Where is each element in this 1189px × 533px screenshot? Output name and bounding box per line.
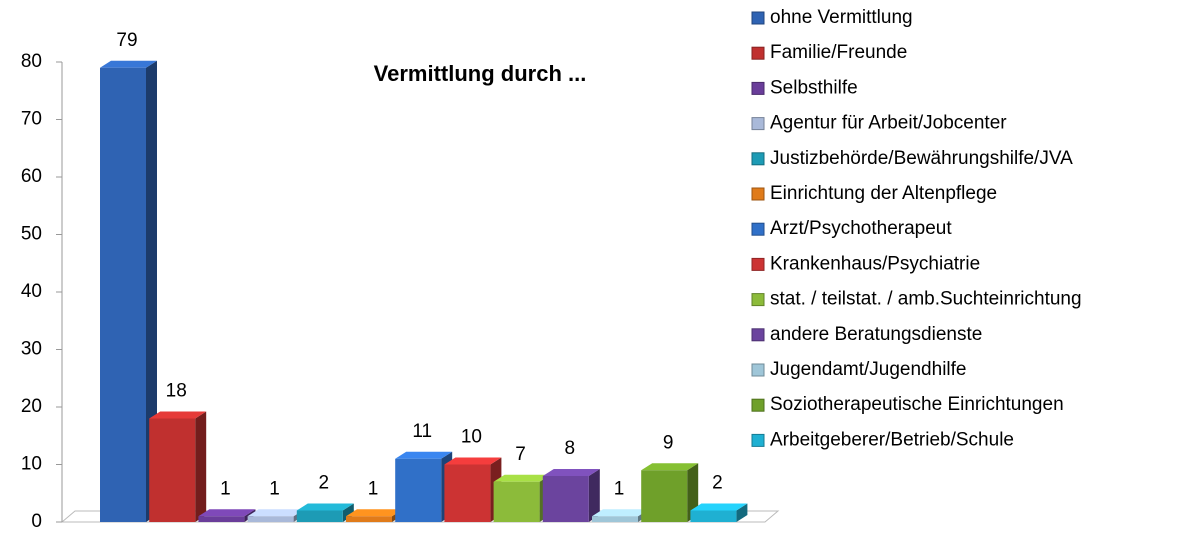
data-label: 1	[614, 478, 625, 499]
bar-top	[296, 503, 354, 511]
bar-top	[198, 509, 256, 517]
bar	[296, 510, 343, 522]
bar-top	[100, 60, 157, 68]
data-label: 2	[319, 473, 330, 494]
bar-side	[736, 503, 748, 522]
data-label: 1	[368, 478, 379, 499]
bar-side	[342, 503, 354, 522]
data-label: 1	[220, 478, 231, 499]
legend-swatch	[751, 293, 765, 307]
legend-label: Soziotherapeutische Einrichtungen	[770, 394, 1064, 415]
y-tick-label: 30	[21, 339, 42, 360]
data-label: 2	[712, 473, 723, 494]
y-tick-label: 70	[21, 109, 42, 130]
y-tick-label: 0	[31, 511, 42, 528]
data-label: 18	[166, 381, 187, 402]
legend-label: Krankenhaus/Psychiatrie	[770, 253, 980, 274]
legend-swatch	[751, 187, 765, 201]
chart-title: Vermittlung durch ...	[374, 61, 587, 86]
legend-label: Agentur für Arbeit/Jobcenter	[770, 113, 1007, 134]
data-label: 79	[116, 30, 137, 51]
y-tick-label: 40	[21, 281, 42, 302]
legend-swatch	[751, 433, 765, 447]
bar-top	[247, 509, 305, 517]
legend-label: Selbsthilfe	[770, 77, 858, 98]
legend-label: ohne Vermittlung	[770, 7, 913, 28]
data-label: 11	[412, 421, 432, 442]
bar	[100, 67, 146, 522]
data-label: 8	[565, 438, 576, 459]
legend-label: andere Beratungsdienste	[770, 324, 982, 345]
bar-side	[195, 411, 207, 522]
legend-label: Jugendamt/Jugendhilfe	[770, 359, 966, 380]
legend-swatch	[751, 363, 765, 377]
bar-top	[690, 503, 748, 511]
bar-side	[588, 469, 600, 522]
data-label: 10	[461, 427, 482, 448]
bar-top	[444, 457, 502, 465]
y-tick-label: 10	[21, 454, 42, 475]
legend-swatch	[751, 117, 765, 131]
bar-top	[493, 474, 551, 482]
data-label: 9	[663, 432, 674, 453]
legend-label: Familie/Freunde	[770, 42, 907, 63]
legend-label: Arbeitgeberer/Betrieb/Schule	[770, 429, 1014, 450]
bar	[493, 481, 540, 522]
bar-top	[395, 451, 453, 459]
legend-swatch	[751, 222, 765, 236]
legend-label: stat. / teilstat. / amb.Suchteinrichtung	[770, 289, 1082, 310]
y-tick-label: 60	[21, 166, 42, 187]
bar	[592, 516, 638, 522]
legend-label: Einrichtung der Altenpflege	[770, 183, 997, 204]
bar	[247, 516, 294, 522]
bar	[149, 418, 196, 522]
y-tick-label: 20	[21, 396, 42, 417]
legend-swatch	[751, 328, 765, 342]
bar-top	[149, 411, 207, 419]
data-label: 7	[515, 444, 526, 465]
bar	[690, 510, 737, 522]
bar	[346, 516, 392, 522]
bar-top	[641, 463, 699, 471]
bar-top	[592, 509, 649, 517]
y-tick-label: 80	[21, 51, 42, 72]
bar	[395, 458, 442, 522]
legend-swatch	[751, 257, 765, 271]
y-tick-label: 50	[21, 224, 42, 245]
bar-side	[146, 60, 157, 522]
bar-top	[542, 469, 600, 476]
legend-swatch	[751, 152, 765, 166]
legend-swatch	[751, 81, 765, 95]
legend-label: Justizbehörde/Bewährungshilfe/JVA	[770, 148, 1073, 169]
legend-swatch	[751, 46, 765, 60]
legend-label: Arzt/Psychotherapeut	[770, 218, 952, 239]
bar-top	[346, 509, 403, 517]
bar	[444, 464, 491, 522]
data-label: 1	[269, 478, 280, 499]
legend-swatch	[751, 11, 765, 25]
bar	[198, 516, 245, 522]
bar	[641, 470, 688, 522]
legend-swatch	[751, 398, 765, 412]
bar	[542, 476, 589, 522]
